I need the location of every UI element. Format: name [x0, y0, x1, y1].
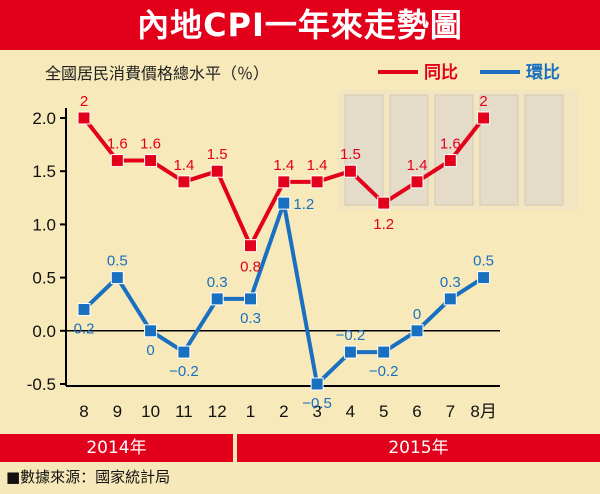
data-label-yoy: 1.6 [140, 136, 161, 153]
data-point-yoy [110, 154, 124, 168]
x-tick-label: 4 [346, 402, 355, 421]
shelf-unit [434, 94, 474, 206]
title-bar [0, 0, 600, 50]
data-point-yoy [277, 175, 291, 189]
x-tick-label: 3 [312, 402, 321, 421]
data-point-yoy [144, 154, 158, 168]
x-tick-label: 1 [246, 402, 255, 421]
y-tick-label: 0.0 [32, 322, 56, 341]
data-point-yoy [377, 196, 391, 210]
y-tick-label: 2.0 [32, 109, 56, 128]
data-label-yoy: 1.2 [373, 216, 394, 233]
x-tick-label: 9 [113, 402, 122, 421]
data-point-mom [144, 324, 158, 338]
data-label-mom: 1.2 [293, 196, 314, 213]
legend-line-yoy [378, 70, 418, 74]
data-label-yoy: 1.5 [340, 146, 361, 163]
shelf-unit [524, 94, 564, 206]
data-point-mom [343, 345, 357, 359]
data-point-yoy [343, 164, 357, 178]
data-point-mom [443, 292, 457, 306]
data-point-yoy [77, 111, 91, 125]
data-label-mom: 0.3 [440, 274, 461, 291]
data-label-mom: −0.5 [302, 395, 332, 412]
data-label-mom: −0.2 [336, 327, 366, 344]
legend-line-mom [480, 70, 520, 74]
data-point-yoy [310, 175, 324, 189]
data-point-mom [477, 271, 491, 285]
data-label-yoy: 1.6 [107, 136, 128, 153]
data-label-mom: −0.2 [169, 363, 199, 380]
data-label-yoy: 0.8 [240, 259, 261, 276]
x-tick-label: 12 [208, 402, 227, 421]
data-point-yoy [410, 175, 424, 189]
data-label-yoy: 2 [80, 93, 88, 110]
data-point-mom [377, 345, 391, 359]
data-point-yoy [477, 111, 491, 125]
y-tick-label: 0.5 [32, 269, 56, 288]
data-label-mom: 0 [413, 306, 421, 323]
data-label-yoy: 1.6 [440, 136, 461, 153]
y-tick-label: 1.0 [32, 215, 56, 234]
y-tick-label: 1.5 [32, 162, 56, 181]
data-label-mom: 0.3 [240, 310, 261, 327]
data-point-mom [177, 345, 191, 359]
source-note: ■數據來源：國家統計局 [6, 468, 171, 486]
data-label-yoy: 1.4 [173, 157, 194, 174]
year-label-2014: 2014年 [0, 434, 233, 462]
data-label-mom: 0.5 [107, 253, 128, 270]
x-tick-label: 2 [279, 402, 288, 421]
data-label-mom: 0.3 [207, 274, 228, 291]
data-point-mom [244, 292, 257, 306]
x-tick-label: 11 [175, 402, 193, 421]
data-label-mom: −0.2 [369, 363, 399, 380]
x-tick-label: 8月 [470, 402, 496, 421]
series-line-mom [82, 201, 485, 386]
data-label-yoy: 1.4 [273, 157, 294, 174]
data-point-mom [77, 303, 91, 317]
data-point-mom [310, 377, 324, 391]
year-label-2015: 2015年 [237, 434, 600, 462]
x-tick-label: 8 [79, 402, 88, 421]
chart-title: 內地CPI一年來走勢圖 [137, 6, 463, 44]
data-point-yoy [210, 164, 224, 178]
data-point-yoy [177, 175, 191, 189]
y-axis-label: 全國居民消費價格總水平（％） [45, 64, 270, 83]
x-tick-label: 6 [412, 402, 421, 421]
data-point-mom [410, 324, 424, 338]
y-tick-label: -0.5 [27, 375, 56, 394]
data-label-mom: 0 [146, 342, 154, 359]
data-point-mom [210, 292, 224, 306]
data-point-yoy [443, 154, 457, 168]
data-point-mom [277, 196, 291, 210]
legend-label-mom: 環比 [526, 63, 560, 83]
data-label-yoy: 2 [479, 93, 487, 110]
data-label-mom: 0.5 [473, 253, 494, 270]
x-tick-label: 10 [141, 402, 160, 421]
x-tick-label: 7 [446, 402, 455, 421]
data-label-yoy: 1.4 [407, 157, 428, 174]
data-point-mom [110, 271, 124, 285]
x-tick-label: 5 [379, 402, 388, 421]
data-point-yoy [244, 239, 257, 253]
legend-label-yoy: 同比 [424, 63, 458, 83]
data-label-mom: 0.2 [74, 321, 95, 338]
data-label-yoy: 1.5 [207, 146, 228, 163]
data-label-yoy: 1.4 [307, 157, 328, 174]
